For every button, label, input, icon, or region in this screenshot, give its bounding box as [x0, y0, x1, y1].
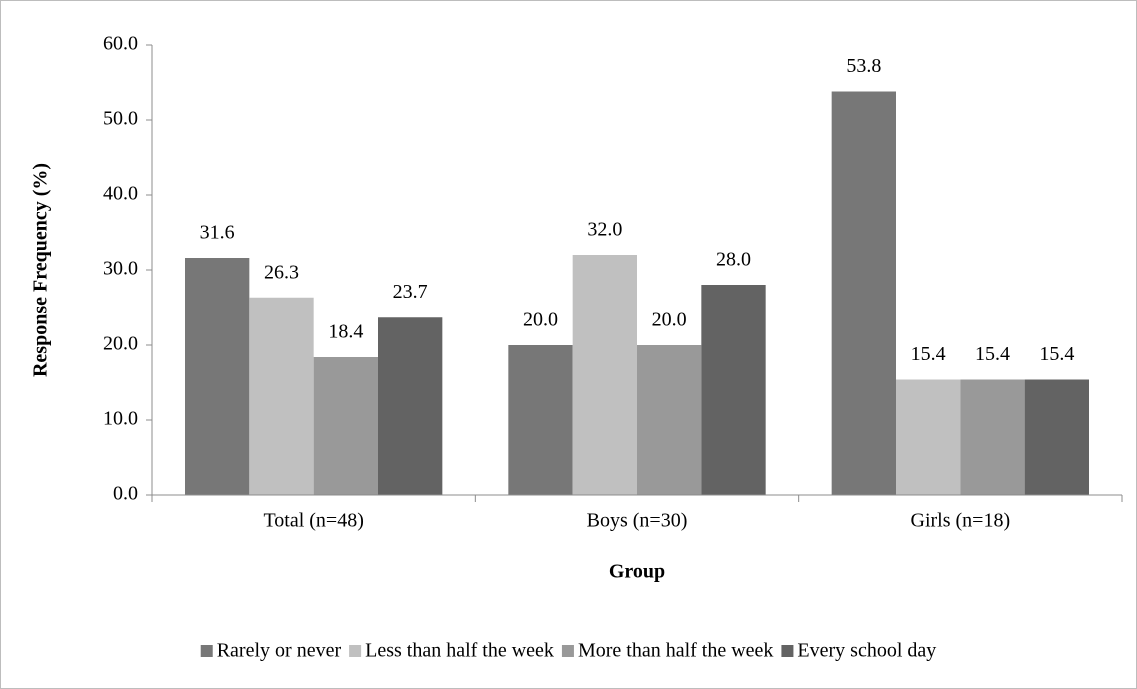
value-label: 32.0: [587, 219, 622, 241]
value-label: 20.0: [652, 309, 687, 331]
legend-label: Rarely or never: [217, 640, 342, 662]
bar: [1024, 379, 1089, 495]
bar: [185, 258, 250, 495]
value-label: 31.6: [200, 222, 235, 244]
x-tick-label: Girls (n=18): [911, 510, 1011, 532]
legend-label: Every school day: [797, 640, 936, 662]
y-tick-label: 0.0: [113, 483, 138, 505]
bar: [378, 317, 443, 495]
bar: [960, 379, 1025, 495]
legend-label: Less than half the week: [365, 640, 554, 662]
value-label: 15.4: [911, 343, 946, 365]
bar: [831, 91, 896, 495]
x-tick-label: Boys (n=30): [587, 510, 688, 532]
y-tick-label: 30.0: [103, 258, 138, 280]
x-axis-title: Group: [609, 561, 665, 583]
bar: [249, 297, 314, 495]
value-label: 15.4: [975, 343, 1010, 365]
value-label: 20.0: [523, 309, 558, 331]
value-label: 53.8: [846, 55, 881, 77]
value-label: 15.4: [1039, 343, 1074, 365]
bar: [508, 345, 573, 495]
legend-swatch: [200, 645, 213, 657]
bar: [572, 255, 637, 495]
y-tick-label: 50.0: [103, 108, 138, 130]
bar: [313, 357, 378, 495]
value-label: 23.7: [393, 281, 428, 303]
y-tick-label: 10.0: [103, 408, 138, 430]
bar: [701, 285, 766, 495]
legend-label: More than half the week: [578, 640, 773, 662]
y-tick-label: 20.0: [103, 333, 138, 355]
bar: [896, 379, 961, 495]
legend-swatch: [781, 645, 794, 657]
x-tick-label: Total (n=48): [263, 510, 363, 532]
y-axis-title: Response Frequency (%): [30, 163, 52, 377]
bar: [637, 345, 702, 495]
value-label: 18.4: [328, 321, 363, 343]
value-label: 28.0: [716, 249, 751, 271]
y-tick-label: 60.0: [103, 33, 138, 55]
legend-swatch: [349, 645, 362, 657]
y-tick-label: 40.0: [103, 183, 138, 205]
value-label: 26.3: [264, 261, 299, 283]
legend-swatch: [561, 645, 574, 657]
